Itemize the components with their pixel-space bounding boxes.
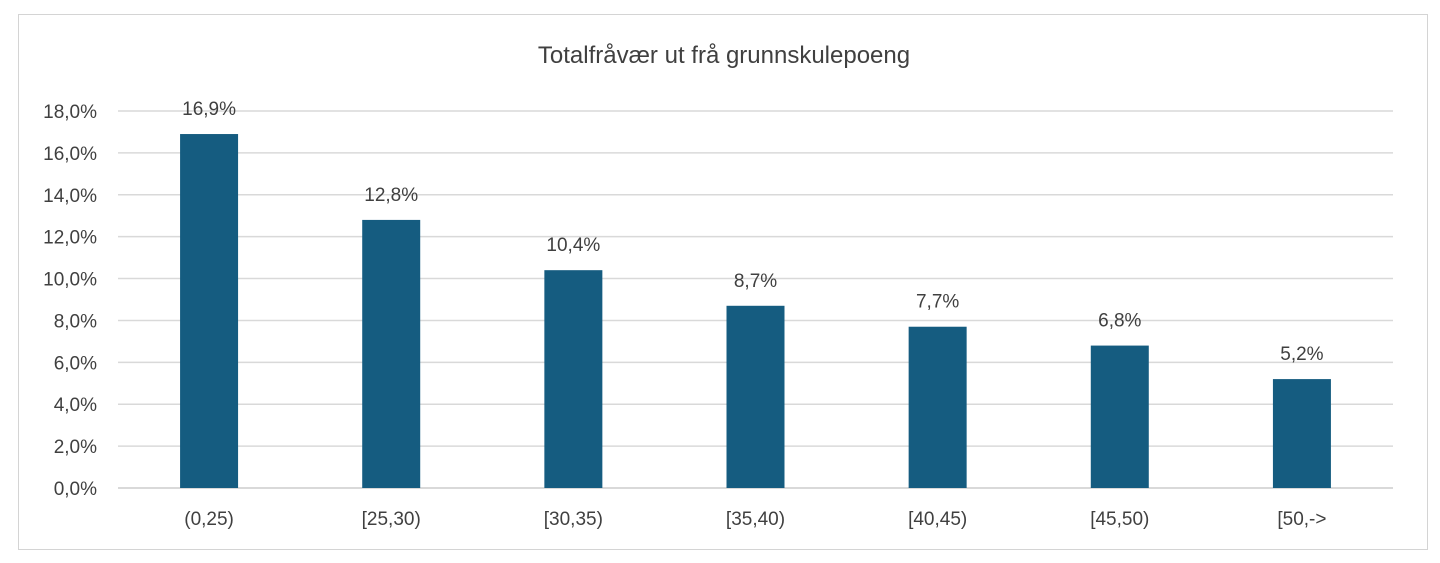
data-labels: 16,9% 12,8% 10,4% 8,7% 7,7% 6,8% 5,2% bbox=[182, 99, 1324, 365]
bar bbox=[726, 305, 785, 488]
bar bbox=[908, 326, 967, 488]
y-tick-label: 2,0% bbox=[54, 437, 97, 458]
chart-frame bbox=[18, 14, 1428, 550]
y-tick-label: 14,0% bbox=[43, 186, 97, 207]
x-axis-categories: (0,25) [25,30) [30,35) [35,40) [40,45) [45,50… bbox=[184, 509, 1326, 530]
bar bbox=[1090, 345, 1149, 488]
data-label: 7,7% bbox=[916, 292, 959, 313]
category-label: [35,40) bbox=[726, 509, 785, 530]
y-tick-label: 16,0% bbox=[43, 144, 97, 165]
data-label: 12,8% bbox=[364, 185, 418, 206]
data-label: 5,2% bbox=[1280, 344, 1323, 365]
y-tick-label: 6,0% bbox=[54, 353, 97, 374]
gridlines bbox=[118, 110, 1393, 489]
category-label: [50,-> bbox=[1277, 509, 1326, 530]
bar bbox=[362, 219, 421, 488]
category-label: [40,45) bbox=[908, 509, 967, 530]
data-label: 16,9% bbox=[182, 99, 236, 120]
y-tick-label: 4,0% bbox=[54, 395, 97, 416]
bar bbox=[544, 270, 603, 488]
data-label: 6,8% bbox=[1098, 311, 1141, 332]
chart-title: Totalfråvær ut frå grunnskulepoeng bbox=[538, 42, 910, 69]
y-axis-ticks: 0,0% 2,0% 4,0% 6,0% 8,0% 10,0% 12,0% 14,0% 16,0%… bbox=[43, 102, 97, 500]
data-label: 10,4% bbox=[546, 235, 600, 256]
y-tick-label: 12,0% bbox=[43, 228, 97, 249]
data-label: 8,7% bbox=[734, 271, 777, 292]
bars bbox=[180, 134, 1331, 489]
bar bbox=[180, 134, 239, 489]
y-tick-label: 10,0% bbox=[43, 270, 97, 291]
category-label: [30,35) bbox=[544, 509, 603, 530]
bar bbox=[1272, 379, 1331, 488]
category-label: [25,30) bbox=[362, 509, 421, 530]
category-label: [45,50) bbox=[1090, 509, 1149, 530]
y-tick-label: 8,0% bbox=[54, 311, 97, 332]
y-tick-label: 18,0% bbox=[43, 102, 97, 123]
category-label: (0,25) bbox=[184, 509, 234, 530]
y-tick-label: 0,0% bbox=[54, 479, 97, 500]
